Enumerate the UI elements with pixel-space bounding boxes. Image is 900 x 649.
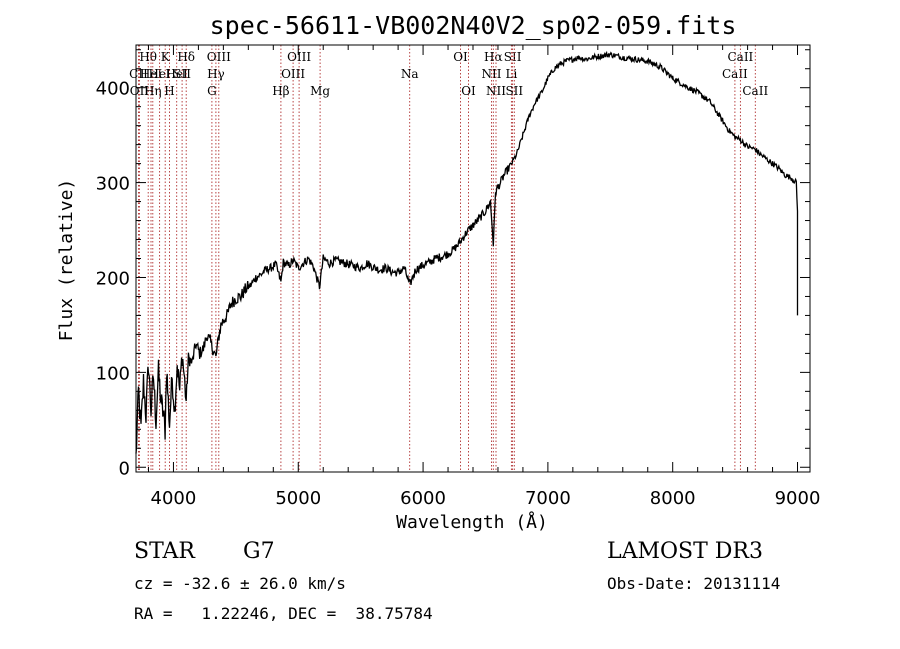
spectral-line-label-2: Hθ (139, 50, 157, 64)
spectral-line-label-23: NII (486, 84, 506, 98)
spectral-line-label-16: OIII (287, 50, 311, 64)
spectral-line-label-4: Hη (144, 84, 162, 98)
observation-date: Obs-Date: 20131114 (607, 574, 781, 593)
spectral-line-label-24: Li (505, 67, 517, 81)
spectral-line-label-11: G (207, 84, 217, 98)
spectral-line-label-18: Na (401, 67, 419, 81)
coordinates: RA = 1.22246, DEC = 38.75784 (134, 604, 433, 623)
spectral-line-label-6: K (161, 50, 171, 64)
y-tick-label-0: 0 (119, 458, 130, 479)
object-class: STAR (134, 539, 195, 564)
spectral-line-label-27: CaII (722, 67, 748, 81)
y-axis-label: Flux (relative) (56, 179, 77, 342)
spectral-line-markers: CIIOIIHθHeIHηHeIKHHeISIIHδGHγOIIIHβOIIIO… (129, 45, 768, 472)
spectral-line-label-13: OIII (207, 50, 231, 64)
spectral-line-label-29: CaII (742, 84, 768, 98)
x-axis-label: Wavelength (Å) (396, 511, 548, 533)
y-tick-label-4: 400 (96, 79, 130, 100)
y-tick-label-1: 100 (96, 363, 130, 384)
redshift-value: cz = -32.6 ± 26.0 km/s (134, 574, 346, 593)
y-tick-label-3: 300 (96, 174, 130, 195)
spectral-line-label-3: HeI (140, 67, 163, 81)
survey-name: LAMOST DR3 (607, 539, 763, 564)
spectral-line-label-26: SII (505, 84, 523, 98)
x-axis: 4000 5000 6000 7000 8000 9000 (147, 45, 821, 509)
spectral-line-label-7: H (164, 84, 174, 98)
spectral-line-label-9: SII (173, 67, 191, 81)
x-tick-label-0: 4000 (151, 488, 197, 509)
flux-series-line (135, 50, 799, 454)
y-axis: 0 100 200 300 400 (96, 49, 810, 479)
x-tick-label-4: 8000 (650, 488, 696, 509)
spectral-line-label-19: OI (453, 50, 468, 64)
spectral-line-label-15: OIII (281, 67, 305, 81)
x-tick-label-1: 5000 (275, 488, 321, 509)
y-tick-label-2: 200 (96, 268, 130, 289)
chart-title: spec-56611-VB002N40V2_sp02-059.fits (210, 11, 737, 40)
spectral-line-label-25: SII (504, 50, 522, 64)
spectral-line-label-17: Mg (310, 84, 330, 98)
spectral-line-label-21: NII (482, 67, 502, 81)
spectral-line-label-14: Hβ (272, 84, 289, 98)
spectral-line-label-0: CII (129, 67, 148, 81)
spectral-line-label-28: CaII (727, 50, 753, 64)
spectral-line-label-20: OI (461, 84, 476, 98)
x-tick-label-3: 7000 (525, 488, 571, 509)
x-tick-label-2: 6000 (400, 488, 446, 509)
spectral-line-label-12: Hγ (207, 67, 225, 81)
spectral-line-label-10: Hδ (177, 50, 195, 64)
object-subclass: G7 (243, 539, 275, 564)
plot-frame (135, 44, 811, 473)
spectral-line-label-22: Hα (484, 50, 503, 64)
x-tick-label-5: 9000 (775, 488, 821, 509)
